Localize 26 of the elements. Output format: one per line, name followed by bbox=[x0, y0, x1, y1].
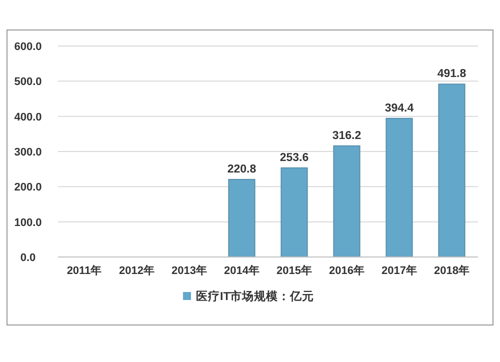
bar bbox=[228, 178, 256, 258]
x-tick-label: 2017年 bbox=[382, 264, 417, 277]
x-tick-label: 2018年 bbox=[434, 264, 470, 277]
x-tick-label: 2014年 bbox=[224, 264, 260, 277]
data-label: 253.6 bbox=[280, 152, 309, 164]
y-tick-label: 100.0 bbox=[14, 216, 42, 229]
x-tick-label: 2016年 bbox=[329, 264, 364, 277]
data-label: 394.4 bbox=[384, 102, 414, 114]
y-tick-label: 0.0 bbox=[20, 252, 36, 264]
data-label: 491.8 bbox=[437, 68, 467, 80]
x-tick-label: 2015年 bbox=[276, 264, 312, 277]
y-tick-label: 500.0 bbox=[14, 76, 42, 88]
bar bbox=[280, 167, 308, 258]
data-label: 220.8 bbox=[227, 163, 257, 176]
bar bbox=[386, 118, 413, 258]
y-tick-label: 200.0 bbox=[14, 182, 42, 194]
data-label: 316.2 bbox=[332, 130, 362, 142]
legend-label: 医疗IT市场规模：亿元 bbox=[196, 289, 314, 303]
y-tick-label: 400.0 bbox=[14, 111, 42, 124]
bar bbox=[438, 84, 466, 258]
x-tick-label: 2011年 bbox=[66, 264, 102, 277]
bar bbox=[333, 145, 360, 258]
x-tick-label: 2012年 bbox=[119, 264, 154, 277]
y-tick-label: 600.0 bbox=[14, 41, 42, 53]
y-tick-label: 300.0 bbox=[14, 146, 42, 158]
x-tick-label: 2013年 bbox=[172, 264, 207, 277]
